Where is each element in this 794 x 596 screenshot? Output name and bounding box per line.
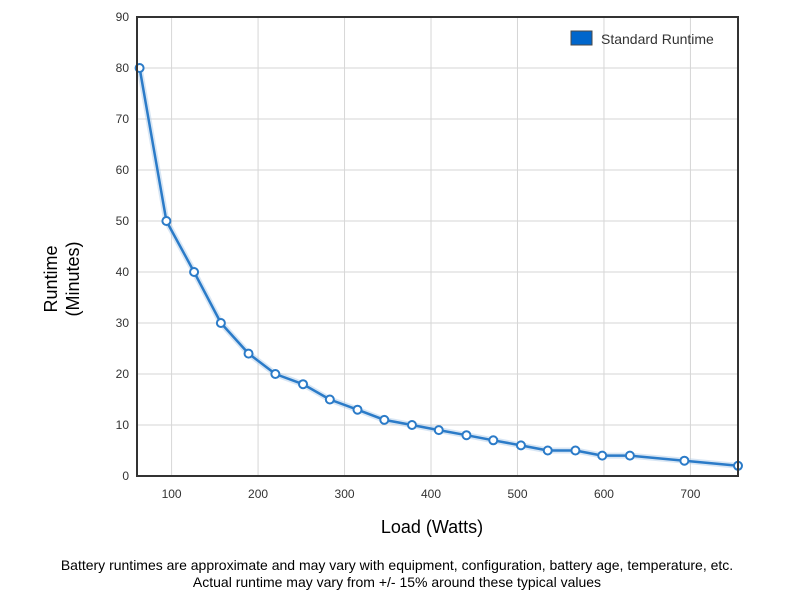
data-point[interactable] (406, 420, 417, 430)
data-point[interactable] (189, 267, 200, 277)
x-tick-label: 200 (248, 487, 268, 501)
data-point[interactable] (570, 445, 581, 456)
x-tick-label: 500 (507, 487, 527, 501)
data-point[interactable] (624, 450, 635, 461)
footnote-variance: Actual runtime may vary from +/- 15% aro… (192, 574, 602, 590)
x-tick-label: 300 (335, 487, 355, 501)
data-point[interactable] (461, 430, 472, 441)
y-tick-label: 0 (122, 469, 129, 483)
y-tick-label: 90 (116, 10, 130, 24)
y-axis-title: Runtime (Minutes) (41, 241, 83, 316)
runtime-chart: 0 10 20 30 40 50 60 70 80 90 100 200 300 400 500 600 70… (41, 10, 743, 537)
data-point[interactable] (597, 450, 608, 461)
data-point[interactable] (243, 348, 254, 359)
data-point[interactable] (161, 216, 172, 226)
x-tick-label: 100 (162, 487, 182, 501)
y-axis-ticks: 0 10 20 30 40 50 60 70 80 90 (116, 10, 130, 483)
x-tick-label: 700 (680, 487, 700, 501)
legend[interactable]: Standard Runtime (570, 30, 714, 47)
data-point[interactable] (379, 414, 390, 425)
y-tick-label: 30 (116, 316, 130, 330)
data-point[interactable] (542, 445, 553, 456)
y-tick-label: 50 (116, 214, 130, 228)
data-point[interactable] (352, 404, 363, 415)
data-point[interactable] (679, 455, 690, 466)
y-axis-title-line-1: Runtime (41, 245, 61, 312)
y-tick-label: 70 (116, 112, 130, 126)
footnote-disclaimer: Battery runtimes are approximate and may… (60, 557, 734, 573)
data-point[interactable] (488, 435, 499, 446)
series-standard-runtime (134, 63, 743, 471)
data-point[interactable] (270, 369, 281, 379)
x-tick-label: 600 (594, 487, 614, 501)
data-point[interactable] (433, 425, 444, 436)
grid-lines (137, 16, 738, 477)
data-point[interactable] (215, 318, 226, 328)
plot-frame (136, 16, 739, 477)
x-tick-label: 400 (421, 487, 441, 501)
y-axis-title-line-2: (Minutes) (63, 241, 83, 316)
legend-label: Standard Runtime (601, 31, 714, 47)
plot-background (137, 17, 738, 476)
y-tick-label: 80 (116, 61, 130, 75)
x-axis-ticks: 100 200 300 400 500 600 700 (162, 487, 701, 501)
y-tick-label: 20 (116, 367, 130, 381)
legend-swatch (570, 30, 593, 46)
y-tick-label: 40 (116, 265, 130, 279)
data-point[interactable] (515, 440, 526, 451)
y-tick-label: 60 (116, 163, 130, 177)
x-axis-title: Load (Watts) (381, 517, 483, 537)
data-point[interactable] (324, 394, 335, 405)
data-point[interactable] (298, 379, 309, 390)
y-tick-label: 10 (116, 418, 130, 432)
